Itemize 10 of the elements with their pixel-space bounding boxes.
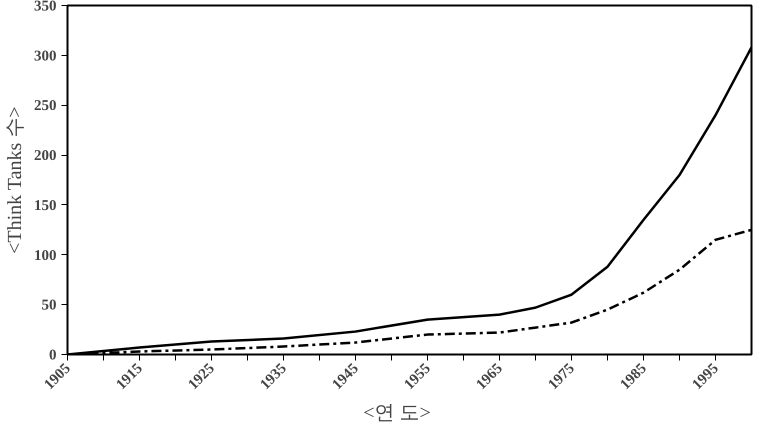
x-axis-title: <연 도> [363, 402, 431, 424]
y-tick-label: 250 [34, 98, 56, 114]
y-tick-label: 350 [34, 0, 56, 14]
y-axis-title: <Think Tanks 수> [4, 106, 26, 254]
y-tick-label: 100 [34, 248, 56, 264]
y-tick-label: 0 [49, 348, 56, 364]
y-tick-label: 150 [34, 198, 56, 214]
y-tick-label: 50 [42, 298, 56, 314]
y-tick-label: 200 [34, 148, 56, 164]
y-tick-label: 300 [34, 48, 56, 64]
